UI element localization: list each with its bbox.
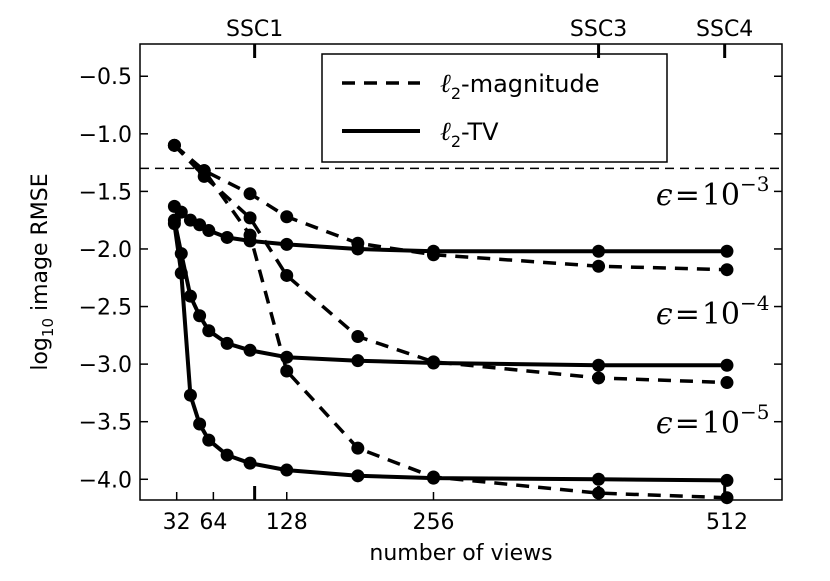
data-point — [720, 473, 734, 487]
y-axis-label-log: log — [28, 337, 53, 371]
data-point — [280, 364, 294, 378]
data-point — [193, 309, 207, 323]
data-point — [280, 237, 294, 251]
data-point — [243, 456, 257, 470]
series-line-solid-eps-4 — [172, 219, 727, 368]
x-tick-label: 32 — [163, 510, 191, 535]
data-point — [592, 358, 606, 372]
y-tick-label: −4.0 — [79, 468, 132, 493]
data-point — [243, 187, 257, 201]
x-tick-label: 128 — [266, 510, 308, 535]
x-tick-label: 256 — [412, 510, 454, 535]
series-line-dashed-eps-5 — [173, 143, 728, 500]
top-tick-label: SSC4 — [696, 17, 753, 42]
data-point — [202, 324, 216, 338]
data-point — [720, 376, 734, 390]
data-point — [592, 472, 606, 486]
data-point — [351, 469, 365, 483]
y-axis-label-rest: image RMSE — [28, 173, 53, 318]
axis-layer: −0.5 −1.0 −1.5 −2.0 −2.5 −3.0 −3.5 −4.0 32 64 128 2… — [79, 17, 782, 535]
data-point — [426, 471, 440, 485]
series-line-dashed-eps-3 — [173, 143, 728, 272]
data-point — [720, 263, 734, 277]
data-point — [220, 230, 234, 244]
data-point — [243, 211, 257, 225]
data-point — [426, 356, 440, 370]
data-point — [351, 242, 365, 256]
y-tick-label: −1.5 — [79, 180, 132, 205]
series-line-dashed-eps-4 — [173, 144, 728, 385]
data-point — [280, 268, 294, 282]
epsilon-annotation: ϵ=10−3 — [656, 172, 770, 213]
data-point — [183, 289, 197, 303]
data-point — [280, 463, 294, 477]
points-layer — [167, 138, 734, 505]
series-layer — [172, 143, 728, 500]
data-point — [351, 329, 365, 343]
y-tick-label: −3.0 — [79, 353, 132, 378]
data-point — [720, 358, 734, 372]
data-point — [183, 388, 197, 402]
data-point — [193, 417, 207, 431]
data-point — [202, 224, 216, 238]
x-tick-label: 512 — [706, 510, 748, 535]
x-axis-label: number of views — [369, 541, 552, 566]
data-point — [280, 210, 294, 224]
y-axis-label: log10 image RMSE — [28, 173, 57, 370]
data-point — [220, 336, 234, 350]
y-tick-label: −0.5 — [79, 65, 132, 90]
data-point — [351, 441, 365, 455]
y-tick-label: −2.0 — [79, 238, 132, 263]
data-point — [220, 448, 234, 462]
data-point — [243, 343, 257, 357]
legend-box — [321, 53, 668, 163]
y-tick-label: −1.0 — [79, 123, 132, 148]
data-point — [351, 354, 365, 368]
annotation-layer: ϵ=10−3 ϵ=10−4 ϵ=10−5 — [656, 172, 770, 441]
data-point — [592, 244, 606, 258]
data-point — [167, 138, 181, 152]
data-point — [720, 244, 734, 258]
epsilon-annotation: ϵ=10−4 — [656, 291, 770, 332]
legend-label: ℓ2-TV — [440, 117, 499, 151]
legend-label: ℓ2-magnitude — [440, 69, 600, 103]
data-point — [243, 234, 257, 248]
epsilon-annotation: ϵ=10−5 — [656, 400, 770, 441]
data-point — [197, 164, 211, 178]
top-tick-label: SSC1 — [226, 17, 283, 42]
data-point — [167, 217, 181, 231]
series-line-solid-eps-5 — [172, 223, 728, 483]
data-point — [592, 259, 606, 273]
top-tick-label: SSC3 — [570, 17, 627, 42]
data-point — [426, 244, 440, 258]
data-point — [202, 433, 216, 447]
legend: ℓ2-magnitude ℓ2-TV — [321, 53, 668, 163]
y-tick-label: −3.5 — [79, 411, 132, 436]
data-point — [280, 350, 294, 364]
data-point — [592, 371, 606, 385]
y-axis-label-sub: 10 — [39, 318, 57, 337]
data-point — [174, 266, 188, 280]
y-tick-label: −2.5 — [79, 296, 132, 321]
plot-frame — [139, 43, 783, 501]
data-point — [174, 247, 188, 261]
x-tick-label: 64 — [199, 510, 227, 535]
